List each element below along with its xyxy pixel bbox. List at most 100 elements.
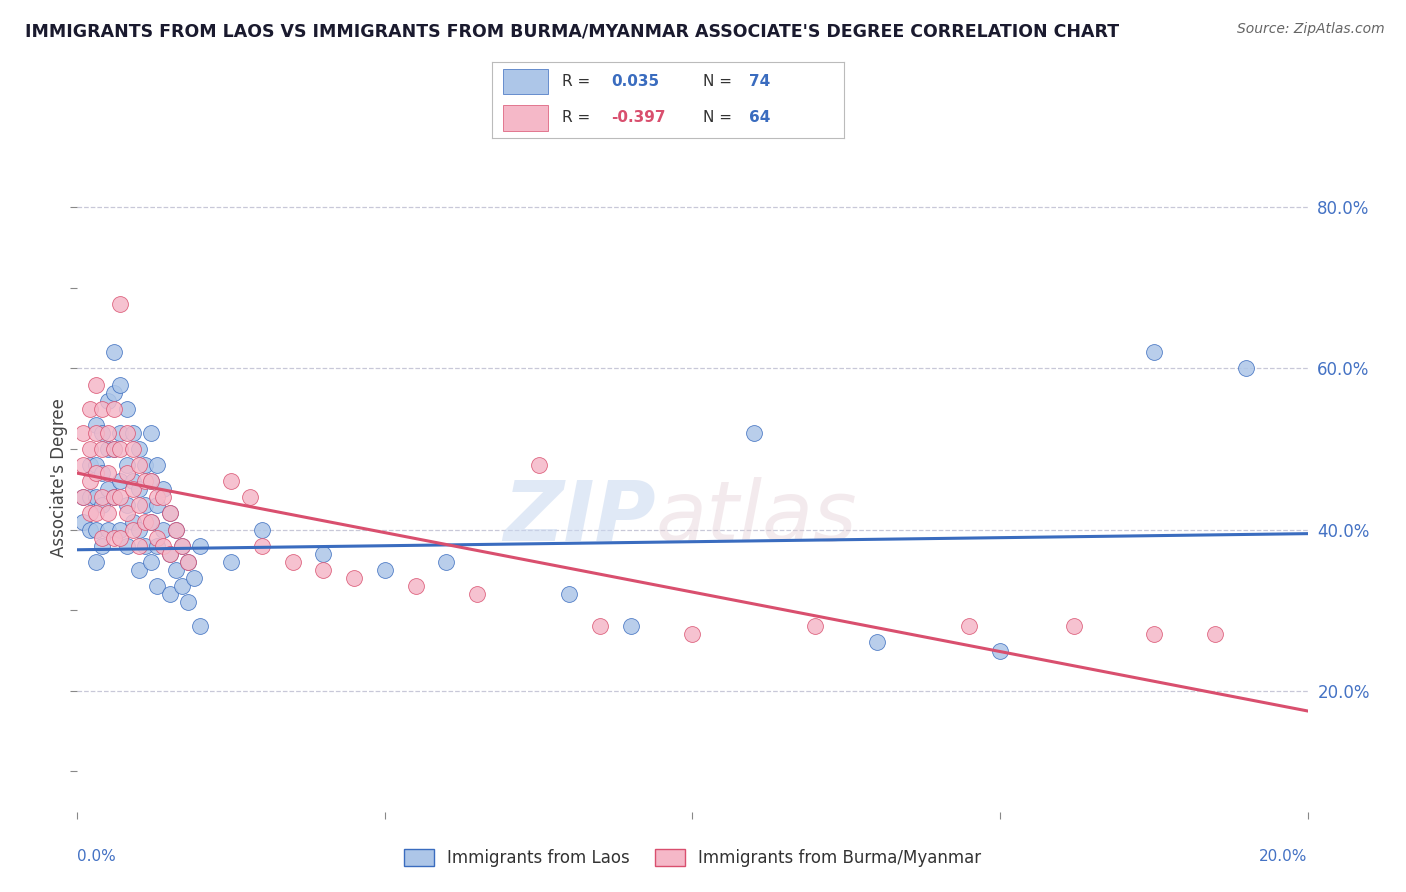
Point [103, 491, 125, 505]
Point [146, 539, 169, 553]
Point [219, 475, 242, 489]
Point [110, 531, 132, 545]
Point [128, 539, 150, 553]
Point [115, 458, 138, 472]
Point [620, 619, 643, 633]
Point [957, 619, 980, 633]
Point [343, 571, 366, 585]
Point [103, 401, 125, 416]
Point [436, 555, 458, 569]
Point [84, 377, 107, 392]
Point [239, 491, 262, 505]
Point [128, 563, 150, 577]
Point [165, 523, 187, 537]
Point [558, 587, 581, 601]
Point [141, 515, 163, 529]
Text: Source: ZipAtlas.com: Source: ZipAtlas.com [1237, 22, 1385, 37]
Point [682, 627, 704, 641]
Text: IMMIGRANTS FROM LAOS VS IMMIGRANTS FROM BURMA/MYANMAR ASSOCIATE'S DEGREE CORRELA: IMMIGRANTS FROM LAOS VS IMMIGRANTS FROM … [25, 22, 1119, 40]
Point [90, 531, 114, 545]
Point [152, 491, 174, 505]
Point [128, 499, 150, 513]
Point [115, 507, 138, 521]
Point [250, 523, 273, 537]
Point [121, 425, 143, 440]
Text: atlas: atlas [655, 477, 858, 558]
Point [121, 523, 143, 537]
Point [79, 491, 101, 505]
Point [115, 499, 138, 513]
Point [134, 499, 156, 513]
Point [134, 539, 156, 553]
Point [188, 539, 212, 553]
Point [141, 475, 163, 489]
Point [110, 425, 132, 440]
Point [374, 563, 396, 577]
Point [170, 539, 193, 553]
Point [170, 579, 193, 593]
Point [97, 466, 120, 480]
Point [250, 539, 273, 553]
Point [183, 571, 205, 585]
Text: N =: N = [703, 74, 737, 89]
Point [146, 499, 169, 513]
Point [110, 442, 132, 456]
Text: ZIP: ZIP [503, 477, 655, 558]
Point [97, 425, 120, 440]
Point [159, 547, 181, 561]
Text: 20.0%: 20.0% [1260, 848, 1308, 863]
Point [219, 555, 242, 569]
Text: N =: N = [703, 111, 737, 125]
Point [110, 491, 132, 505]
Point [110, 377, 132, 392]
Point [79, 442, 101, 456]
Point [103, 531, 125, 545]
Point [165, 563, 187, 577]
Point [128, 523, 150, 537]
Point [527, 458, 550, 472]
Point [115, 401, 138, 416]
Point [177, 595, 200, 609]
Point [84, 466, 107, 480]
Point [134, 475, 156, 489]
Point [97, 442, 120, 456]
Point [97, 393, 120, 408]
Point [103, 442, 125, 456]
Text: 0.035: 0.035 [612, 74, 659, 89]
Bar [503, 69, 548, 95]
Text: R =: R = [562, 111, 596, 125]
Point [103, 491, 125, 505]
Point [128, 483, 150, 497]
Point [146, 458, 169, 472]
Point [110, 523, 132, 537]
Point [84, 491, 107, 505]
Point [465, 587, 488, 601]
Point [159, 547, 181, 561]
Point [188, 619, 212, 633]
Point [134, 515, 156, 529]
Point [79, 523, 101, 537]
Point [159, 507, 181, 521]
Point [121, 475, 143, 489]
Point [79, 475, 101, 489]
Point [281, 555, 304, 569]
Point [742, 425, 765, 440]
Point [90, 401, 114, 416]
Point [1234, 361, 1257, 376]
Text: 0.0%: 0.0% [77, 848, 117, 863]
Point [72, 425, 94, 440]
Point [115, 539, 138, 553]
Point [152, 539, 174, 553]
Point [72, 491, 94, 505]
Point [141, 475, 163, 489]
Point [1063, 619, 1085, 633]
Text: R =: R = [562, 74, 596, 89]
Point [90, 539, 114, 553]
Point [115, 425, 138, 440]
Point [79, 507, 101, 521]
Point [72, 515, 94, 529]
Text: -0.397: -0.397 [612, 111, 666, 125]
Point [405, 579, 427, 593]
Point [1143, 345, 1166, 359]
Point [159, 507, 181, 521]
